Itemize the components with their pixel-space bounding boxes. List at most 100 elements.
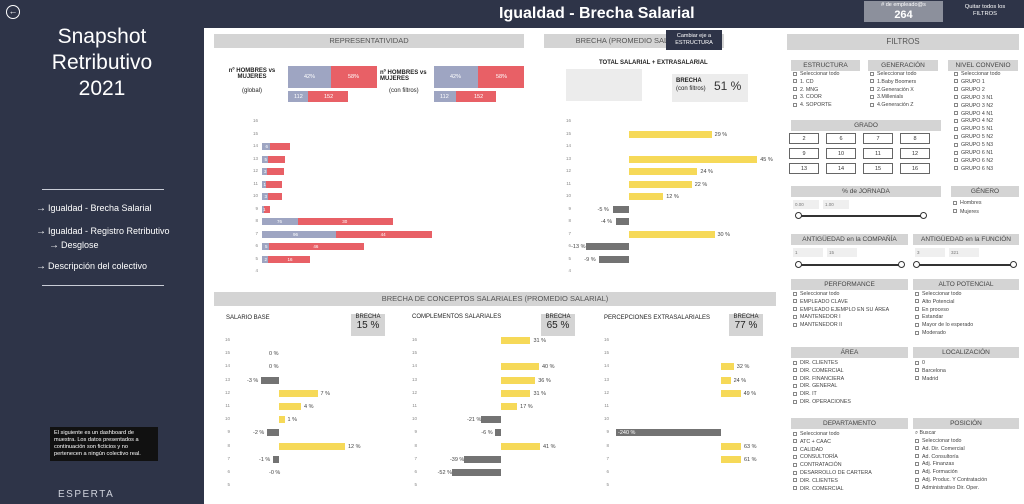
generacion-option[interactable]: 1.Baby Boomers [870, 79, 916, 85]
ant-comp-max[interactable]: 15 [827, 248, 857, 257]
estructura-option[interactable]: 4. SOPORTE [793, 102, 832, 108]
slider-knob[interactable] [913, 261, 920, 268]
cambiar-eje-button[interactable]: Cambiar eje a ESTRUCTURA [666, 30, 722, 50]
posicion-option[interactable]: Ad. Consultoría [915, 454, 959, 460]
area-option[interactable]: DIR. CLIENTES [793, 360, 838, 366]
jornada-max[interactable]: 1.00 [823, 200, 849, 209]
area-option[interactable]: DIR. IT [793, 391, 817, 397]
grado-button[interactable]: 7 [863, 133, 893, 144]
checkbox[interactable] [915, 461, 919, 466]
localizacion-option[interactable]: Madrid [915, 376, 938, 382]
checkbox[interactable] [954, 166, 958, 171]
checkbox[interactable] [915, 322, 919, 327]
convenio-option[interactable]: GRUPO 3 N2 [954, 103, 993, 109]
localizacion-option[interactable]: 0 [915, 360, 925, 366]
departamento-option[interactable]: DESARROLLO DE CARTERA [793, 470, 872, 476]
ant-func-max[interactable]: 321 [949, 248, 979, 257]
checkbox[interactable] [915, 376, 919, 381]
checkbox[interactable] [954, 118, 958, 123]
checkbox[interactable] [915, 438, 919, 443]
nav-descripcion-colectivo[interactable]: → Descripción del colectivo [36, 261, 148, 272]
convenio-option[interactable]: GRUPO 5 N1 [954, 126, 993, 132]
departamento-option[interactable]: ATC + CAAC [793, 439, 831, 445]
generacion-option[interactable]: 4.Generación Z [870, 102, 914, 108]
estructura-option[interactable]: 3. COOR [793, 94, 822, 100]
convenio-option[interactable]: GRUPO 1 [954, 79, 985, 85]
back-arrow-icon[interactable]: ← [6, 5, 20, 19]
checkbox[interactable] [793, 454, 797, 459]
grado-button[interactable]: 12 [900, 148, 930, 159]
posicion-option[interactable]: Ad. Dir. Comercial [915, 446, 965, 452]
grado-button[interactable]: 16 [900, 163, 930, 174]
convenio-option[interactable]: GRUPO 2 [954, 87, 985, 93]
posicion-option[interactable]: Adj. Formación [915, 469, 958, 475]
genero-option[interactable]: Hombres [953, 200, 982, 206]
checkbox[interactable] [915, 477, 919, 482]
checkbox[interactable] [870, 71, 874, 76]
checkbox[interactable] [793, 307, 797, 312]
nav-desglose[interactable]: → Desglose [49, 240, 99, 251]
slider-knob[interactable] [795, 212, 802, 219]
checkbox[interactable] [793, 399, 797, 404]
slider-knob[interactable] [898, 261, 905, 268]
area-option[interactable]: DIR. GENERAL [793, 383, 837, 389]
grado-button[interactable]: 9 [789, 148, 819, 159]
checkbox[interactable] [954, 126, 958, 131]
convenio-option[interactable]: GRUPO 5 N3 [954, 142, 993, 148]
departamento-option[interactable]: CONTRATACIÓN [793, 462, 842, 468]
checkbox[interactable] [915, 454, 919, 459]
posicion-option[interactable]: Seleccionar todo [915, 438, 961, 444]
checkbox[interactable] [915, 330, 919, 335]
checkbox[interactable] [915, 307, 919, 312]
checkbox[interactable] [954, 111, 958, 116]
checkbox[interactable] [793, 314, 797, 319]
posicion-search[interactable]: ⌕ Buscar [915, 430, 936, 436]
checkbox[interactable] [793, 383, 797, 388]
checkbox[interactable] [954, 79, 958, 84]
performance-option[interactable]: MANTENEDOR I [793, 314, 841, 320]
checkbox[interactable] [915, 469, 919, 474]
departamento-option[interactable]: CONSULTORÍA [793, 454, 838, 460]
checkbox[interactable] [793, 299, 797, 304]
posicion-option[interactable]: Administrativo Dir. Oper. [915, 485, 979, 491]
convenio-option[interactable]: GRUPO 6 N1 [954, 150, 993, 156]
checkbox[interactable] [793, 94, 797, 99]
area-option[interactable]: DIR. FINANCIERA [793, 376, 844, 382]
convenio-option[interactable]: GRUPO 5 N2 [954, 134, 993, 140]
checkbox[interactable] [954, 134, 958, 139]
estructura-option[interactable]: 2. MNG [793, 87, 818, 93]
localizacion-option[interactable]: Barcelona [915, 368, 946, 374]
performance-option[interactable]: EMPLEADO EJEMPLO EN SU ÁREA [793, 307, 889, 313]
grado-button[interactable]: 11 [863, 148, 893, 159]
checkbox[interactable] [954, 103, 958, 108]
checkbox[interactable] [870, 102, 874, 107]
generacion-option[interactable]: Seleccionar todo [870, 71, 916, 77]
checkbox[interactable] [915, 299, 919, 304]
performance-option[interactable]: EMPLEADO CLAVE [793, 299, 848, 305]
potencial-option[interactable]: Moderado [915, 330, 946, 336]
performance-option[interactable]: Seleccionar todo [793, 291, 839, 297]
departamento-option[interactable]: Seleccionar todo [793, 431, 839, 437]
potencial-option[interactable]: Alto Potencial [915, 299, 954, 305]
grado-button[interactable]: 10 [826, 148, 856, 159]
checkbox[interactable] [793, 102, 797, 107]
checkbox[interactable] [793, 376, 797, 381]
convenio-option[interactable]: GRUPO 6 N2 [954, 158, 993, 164]
checkbox[interactable] [793, 71, 797, 76]
grado-button[interactable]: 8 [900, 133, 930, 144]
performance-option[interactable]: MANTENEDOR II [793, 322, 842, 328]
checkbox[interactable] [793, 360, 797, 365]
potencial-option[interactable]: Estandar [915, 314, 943, 320]
checkbox[interactable] [954, 71, 958, 76]
ant-func-slider[interactable] [917, 264, 1013, 266]
genero-option[interactable]: Mujeres [953, 209, 979, 215]
potencial-option[interactable]: Seleccionar todo [915, 291, 961, 297]
potencial-option[interactable]: En proceso [915, 307, 949, 313]
checkbox[interactable] [953, 209, 957, 214]
nav-registro-retributivo[interactable]: → Igualdad - Registro Retributivo [36, 226, 170, 237]
jornada-slider[interactable] [799, 215, 923, 217]
checkbox[interactable] [793, 478, 797, 483]
checkbox[interactable] [793, 439, 797, 444]
checkbox[interactable] [915, 368, 919, 373]
posicion-option[interactable]: Adj. Produc. Y Contratación [915, 477, 987, 483]
